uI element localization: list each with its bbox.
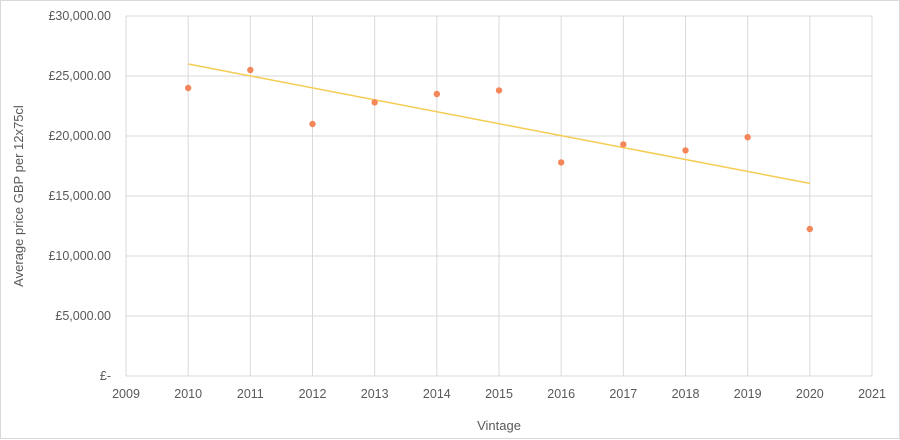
x-tick-label: 2014	[423, 387, 451, 401]
data-point	[744, 134, 751, 141]
x-axis-title: Vintage	[477, 418, 521, 433]
x-tick-label: 2012	[299, 387, 327, 401]
y-tick-label: £30,000.00	[48, 9, 111, 23]
data-point	[184, 84, 192, 92]
x-tick-label: 2018	[672, 387, 700, 401]
y-tick-label: £10,000.00	[48, 249, 111, 263]
x-tick-label: 2016	[547, 387, 575, 401]
y-tick-label: £25,000.00	[48, 69, 111, 83]
data-point	[557, 159, 565, 166]
x-tick-label: 2009	[112, 387, 140, 401]
gridlines	[125, 15, 873, 377]
data-point	[433, 90, 441, 98]
x-tick-label: 2013	[361, 387, 389, 401]
data-point	[247, 66, 254, 74]
linear-trendline	[188, 63, 810, 185]
y-tick-label: £20,000.00	[48, 129, 111, 143]
x-tick-label: 2015	[485, 387, 513, 401]
y-axis-title: Average price GBP per 12x75cl	[11, 105, 26, 287]
x-tick-label: 2010	[174, 387, 202, 401]
data-point	[806, 225, 814, 233]
x-axis-ticks: 2009 2010 2011 2012 2013 2014 2015 2016 2017 2018…	[112, 387, 886, 401]
y-tick-label: £15,000.00	[48, 189, 111, 203]
y-tick-label: £5,000.00	[55, 309, 111, 323]
x-tick-label: 2017	[609, 387, 637, 401]
x-tick-label: 2020	[796, 387, 824, 401]
trendline-layer	[188, 63, 810, 185]
x-tick-label: 2021	[858, 387, 886, 401]
y-axis-ticks: £- £5,000.00 £10,000.00 £15,000.00 £20,000.0…	[48, 9, 111, 383]
y-tick-label: £-	[100, 369, 111, 383]
data-point	[309, 120, 316, 128]
x-tick-label: 2011	[237, 387, 264, 401]
data-point	[371, 99, 378, 106]
x-tick-label: 2019	[734, 387, 762, 401]
data-point	[495, 87, 503, 94]
data-point	[620, 141, 627, 148]
data-point	[682, 147, 689, 154]
data-points	[184, 66, 814, 233]
